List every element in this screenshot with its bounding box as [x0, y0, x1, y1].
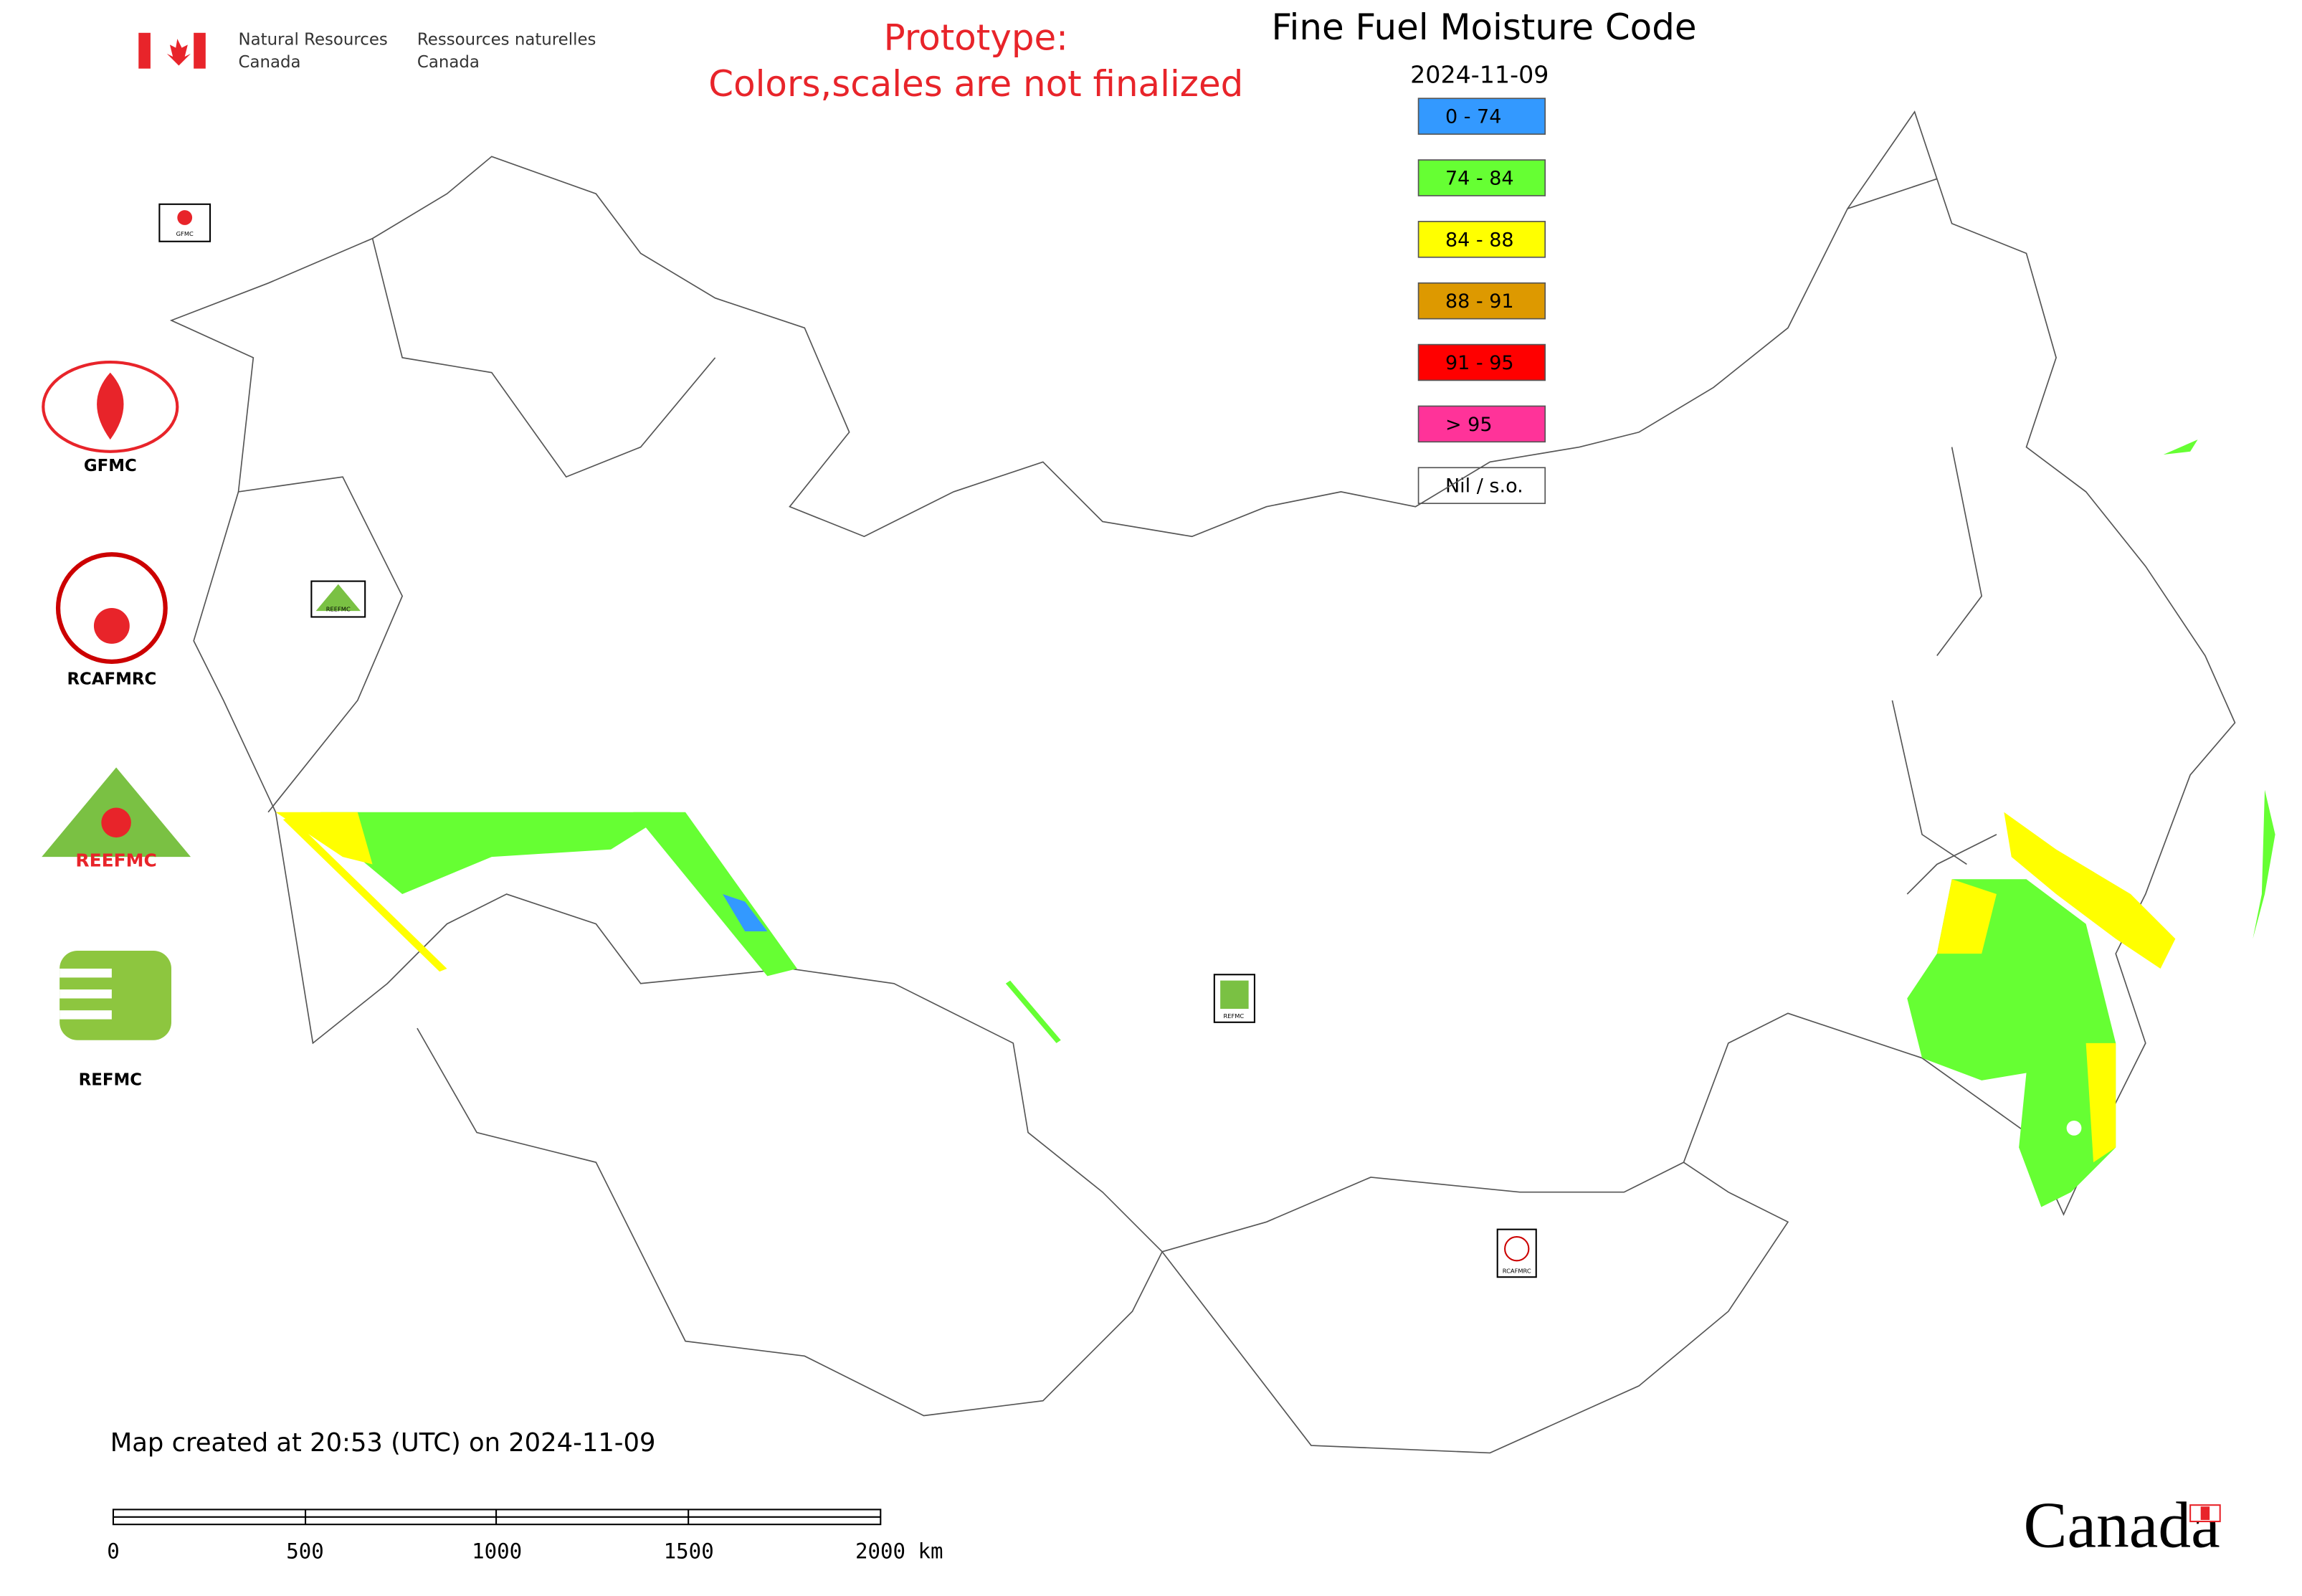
gov-header: Natural Resources Canada Ressources natu…	[138, 31, 596, 72]
legend-label: 84 - 88	[1445, 229, 1514, 251]
scale-label: 1000	[472, 1539, 522, 1564]
org-fr: Ressources naturelles	[417, 31, 596, 49]
wordmark: Canada	[2024, 1489, 2220, 1562]
legend-label: 88 - 91	[1445, 290, 1514, 313]
logo-label: RCAFMRC	[67, 670, 156, 688]
logo-label: GFMC	[84, 457, 137, 475]
notice: Prototype:	[884, 17, 1068, 59]
org-fr: Canada	[417, 53, 480, 72]
legend: 0 - 74 74 - 84 84 - 88 88 - 91 91 - 95 > 95 Ni…	[1417, 98, 1546, 504]
marker-label: GFMC	[176, 230, 194, 237]
scale-label: 1500	[664, 1539, 714, 1564]
legend-swatch	[1417, 282, 1546, 320]
scale-bar	[112, 1509, 882, 1526]
legend-label: Nil / s.o.	[1445, 475, 1523, 498]
logo-label: REEFMC	[75, 850, 156, 870]
org-en: Natural Resources	[239, 31, 388, 49]
legend-label: 0 - 74	[1445, 106, 1501, 128]
legend-label: 74 - 84	[1445, 168, 1514, 190]
side-logos: GFMC RCAFMRC REEFMC REFMC	[42, 361, 191, 1089]
legend-swatch	[1417, 98, 1546, 135]
scale-label: 0	[107, 1539, 120, 1564]
legend-swatch	[1417, 159, 1546, 196]
fire-data	[275, 440, 2275, 1207]
marker-label: REEFMC	[326, 606, 351, 613]
legend-swatch	[1417, 343, 1546, 381]
scale-label: 2000 km	[855, 1539, 943, 1564]
date: 2024-11-09	[1410, 61, 1549, 89]
notice: Colors,scales are not finalized	[708, 63, 1243, 105]
marker-label: RCAFMRC	[1503, 1267, 1531, 1274]
map-outlines	[169, 110, 2236, 1454]
scale-labels: 0 500 1000 1500 2000 km	[107, 1539, 943, 1564]
legend-label: > 95	[1445, 414, 1493, 436]
org-en: Canada	[239, 53, 301, 72]
map-markers: GFMC REEFMC REFMC RCAFMRC	[158, 203, 1537, 1278]
logo-label: REFMC	[79, 1070, 142, 1089]
legend-swatch	[1417, 221, 1546, 258]
title: Fine Fuel Moisture Code	[1271, 6, 1696, 48]
scale-label: 500	[286, 1539, 324, 1564]
created-note: Map created at 20:53 (UTC) on 2024-11-09	[110, 1428, 656, 1458]
legend-swatch	[1417, 467, 1546, 504]
legend-swatch	[1417, 405, 1546, 443]
legend-label: 91 - 95	[1445, 352, 1514, 374]
marker-label: REFMC	[1223, 1012, 1244, 1020]
